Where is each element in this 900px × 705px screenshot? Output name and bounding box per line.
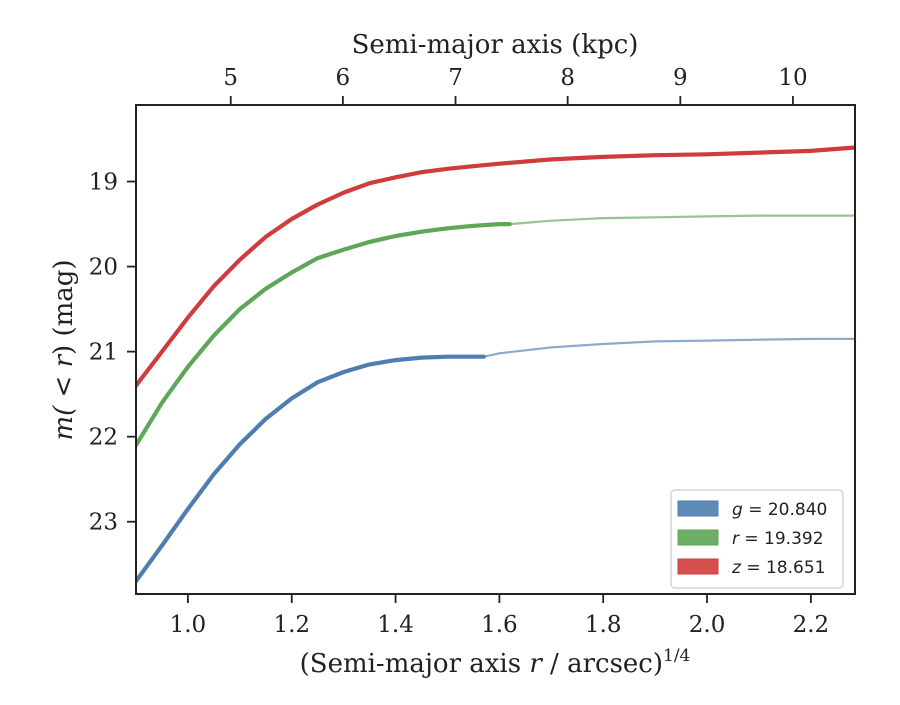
- legend: g = 20.840 r = 19.392 z = 18.651: [670, 489, 844, 589]
- top-x-tick-label: 8: [560, 65, 575, 91]
- top-x-tick-label: 5: [223, 65, 238, 91]
- top-x-axis-title: Semi-major axis (kpc): [352, 30, 639, 60]
- x-tick-label: 1.0: [170, 612, 207, 638]
- x-tick-label: 1.2: [273, 612, 310, 638]
- x-axis-title: (Semi-major axis r / arcsec)1/4: [300, 646, 691, 679]
- x-tick-label: 2.2: [793, 612, 830, 638]
- x-tick-label: 1.6: [481, 612, 518, 638]
- y-tick-label: 22: [89, 425, 118, 451]
- x-tick-label: 1.4: [377, 612, 414, 638]
- y-tick-label: 20: [89, 255, 118, 281]
- x-tick-label: 1.8: [585, 612, 622, 638]
- legend-label-g: g = 20.840: [732, 500, 827, 520]
- series-r-model-line: [508, 214, 855, 226]
- y-ticks: 19 20 21 22 23: [89, 170, 136, 536]
- series-g-line: [136, 354, 486, 584]
- legend-swatch-r: [677, 529, 719, 546]
- y-tick-label: 19: [89, 170, 118, 196]
- legend-label-r: r = 19.392: [732, 529, 824, 549]
- y-tick-label: 23: [89, 510, 118, 536]
- y-axis-title: m( < r) (mag): [49, 259, 79, 440]
- series-g-model-line: [482, 337, 855, 358]
- series-layer: [136, 145, 855, 584]
- series-z-line: [136, 145, 855, 388]
- top-x-tick-label: 6: [336, 65, 351, 91]
- top-x-tick-label: 10: [778, 65, 807, 91]
- y-tick-label: 21: [89, 340, 118, 366]
- x-ticks: 1.0 1.2 1.4 1.6 1.8 2.0 2.2: [170, 594, 830, 638]
- top-x-tick-label: 9: [673, 65, 688, 91]
- legend-label-z: z = 18.651: [731, 558, 825, 578]
- x-tick-label: 2.0: [689, 612, 726, 638]
- legend-swatch-g: [677, 500, 719, 517]
- series-r-line: [136, 222, 512, 448]
- top-x-tick-label: 7: [448, 65, 463, 91]
- legend-swatch-z: [677, 558, 719, 575]
- plot-frame: [135, 104, 856, 595]
- top-x-ticks: 5 6 7 8 9 10: [223, 65, 808, 105]
